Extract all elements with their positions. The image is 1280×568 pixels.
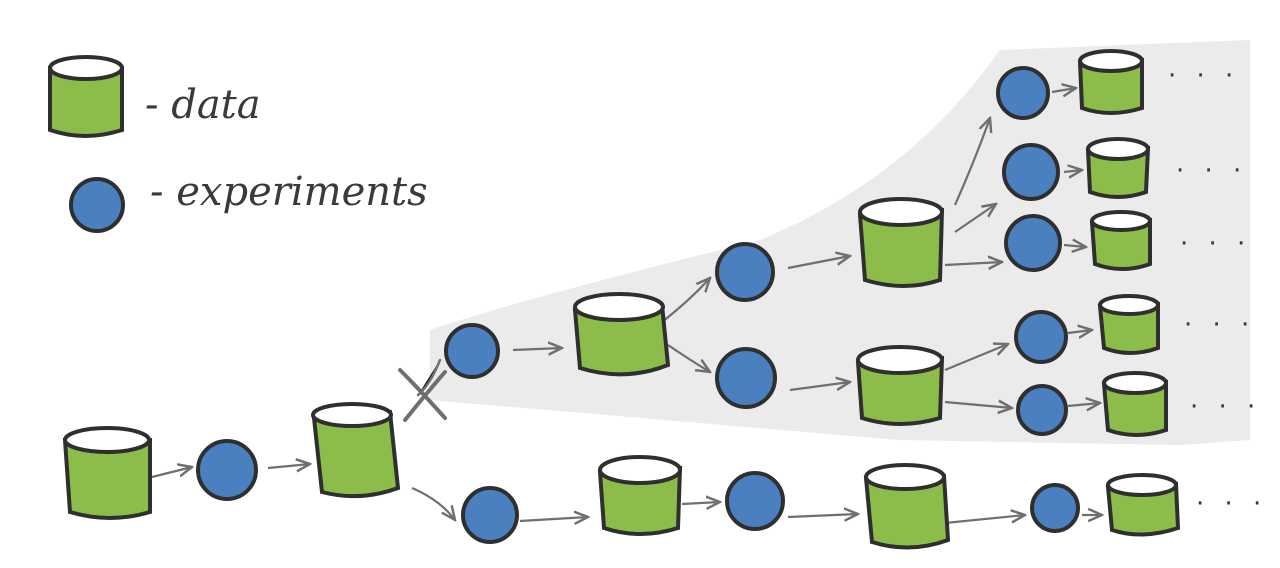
experiment-circle-icon — [196, 439, 258, 501]
data-cylinder-icon — [1097, 294, 1160, 355]
data-cylinder-icon — [1085, 137, 1151, 199]
arrow — [519, 517, 588, 521]
experiment-circle-icon — [461, 486, 519, 544]
legend-data-icon — [48, 55, 124, 138]
arrow — [512, 348, 562, 350]
experiment-circle-icon — [725, 471, 785, 531]
legend-data-label: - data — [145, 82, 261, 128]
data-cylinder-icon — [1101, 371, 1168, 437]
arrow-group — [151, 88, 1102, 525]
continuation-dots: · · · — [1196, 489, 1267, 519]
arrow — [787, 256, 850, 270]
cross-mark-icon — [398, 358, 447, 422]
experiment-circle-icon — [1014, 310, 1068, 364]
arrow — [944, 344, 1008, 372]
data-cylinder-icon — [863, 463, 951, 550]
experiment-circle-icon — [715, 347, 777, 409]
arrow — [789, 382, 850, 392]
experiment-circle-icon — [1030, 483, 1080, 533]
data-cylinder-icon — [855, 345, 945, 426]
arrow — [1063, 170, 1082, 172]
arrow — [681, 502, 720, 504]
arrow — [954, 204, 996, 233]
experiment-circle-icon — [996, 66, 1050, 120]
data-nodes — [62, 49, 1181, 550]
continuation-dots: · · · — [1168, 61, 1239, 91]
experiment-nodes — [196, 66, 1080, 544]
experiment-circle-icon — [1016, 384, 1068, 436]
data-cylinder-icon — [572, 292, 671, 377]
arrow — [1067, 403, 1100, 406]
continuation-dots: · · · — [1184, 310, 1255, 340]
arrow — [1063, 245, 1086, 247]
data-cylinder-icon — [311, 402, 401, 499]
data-cylinder-icon — [597, 455, 683, 536]
arrow — [661, 278, 710, 323]
data-cylinder-icon — [857, 197, 945, 288]
arrow — [1067, 330, 1092, 333]
experiment-circle-icon — [715, 242, 775, 302]
arrow — [944, 262, 1002, 265]
data-cylinder-icon — [1077, 49, 1144, 115]
data-cylinder-icon — [62, 426, 152, 520]
data-cylinder-icon — [1089, 210, 1152, 271]
experiment-circle-icon — [444, 323, 500, 379]
legend-experiments-label: - experiments — [150, 169, 428, 215]
continuation-dots: · · · — [1176, 156, 1247, 186]
arrow — [787, 514, 858, 517]
experiment-circle-icon — [1004, 214, 1062, 272]
arrow — [267, 464, 310, 468]
continuation-dots: · · · — [1190, 392, 1261, 422]
legend-experiment-icon — [69, 177, 125, 233]
data-cylinder-icon — [1105, 473, 1181, 537]
arrow — [151, 467, 192, 479]
arrow — [944, 515, 1025, 525]
arrow — [1051, 88, 1076, 92]
continuation-marks: · · · · · · · · · · · · · · · · · · — [1168, 61, 1267, 519]
continuation-dots: · · · — [1180, 229, 1251, 259]
arrow — [667, 344, 710, 372]
arrow — [411, 486, 455, 520]
experiment-circle-icon — [1002, 143, 1060, 201]
arrow — [953, 118, 990, 206]
arrow — [944, 402, 1012, 408]
legend: - data - experiments — [48, 55, 428, 233]
